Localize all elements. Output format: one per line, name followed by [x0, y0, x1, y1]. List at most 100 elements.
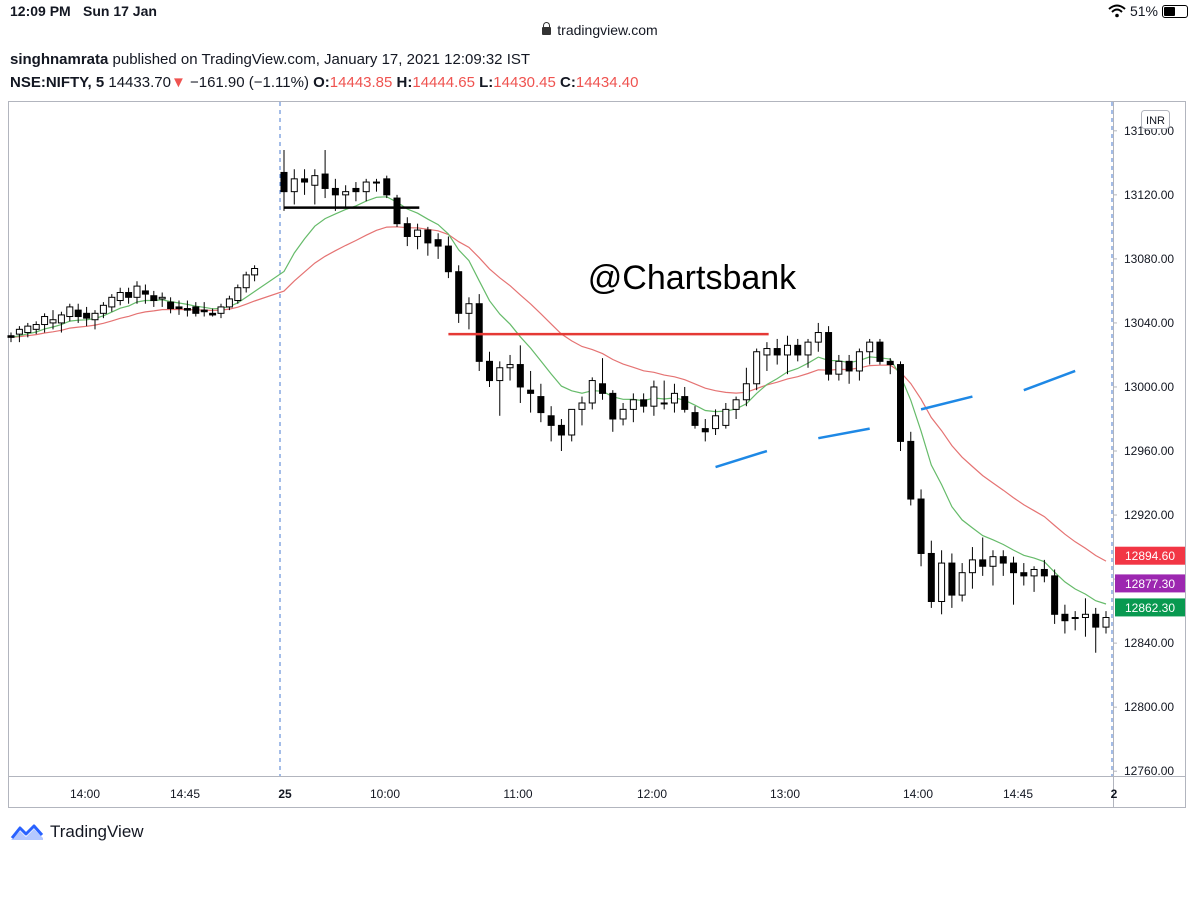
candle[interactable]	[455, 265, 463, 323]
candle[interactable]	[1071, 611, 1079, 631]
candle[interactable]	[41, 313, 49, 333]
candle[interactable]	[225, 295, 233, 311]
candles[interactable]	[7, 150, 1110, 653]
candle[interactable]	[352, 182, 360, 202]
candle[interactable]	[1020, 563, 1028, 586]
candle[interactable]	[141, 284, 149, 304]
candle[interactable]	[242, 271, 250, 293]
candle[interactable]	[547, 406, 555, 442]
trend-line[interactable]	[818, 427, 870, 440]
candle[interactable]	[321, 150, 329, 199]
tradingview-logo[interactable]: TradingView	[10, 822, 144, 842]
candle[interactable]	[886, 358, 894, 375]
candle[interactable]	[670, 383, 678, 413]
candle[interactable]	[722, 402, 730, 429]
candle[interactable]	[209, 308, 217, 317]
candle[interactable]	[968, 547, 976, 589]
candle[interactable]	[175, 300, 183, 315]
currency-badge[interactable]: INR	[1141, 110, 1170, 129]
candle[interactable]	[192, 302, 200, 317]
candle[interactable]	[91, 310, 99, 330]
candle[interactable]	[578, 396, 586, 426]
trend-line[interactable]	[920, 395, 973, 411]
candle[interactable]	[301, 169, 309, 195]
candle[interactable]	[701, 418, 709, 442]
candle[interactable]	[1051, 569, 1059, 624]
candle[interactable]	[57, 311, 65, 333]
candle[interactable]	[311, 169, 319, 205]
candle[interactable]	[660, 380, 668, 410]
candle[interactable]	[1040, 559, 1048, 583]
candle[interactable]	[280, 150, 288, 211]
candle[interactable]	[200, 302, 208, 317]
candle[interactable]	[506, 354, 514, 381]
candle[interactable]	[424, 226, 432, 256]
candle[interactable]	[444, 236, 452, 279]
candle[interactable]	[609, 390, 617, 432]
candle[interactable]	[876, 338, 884, 365]
candle[interactable]	[753, 348, 761, 391]
candle[interactable]	[588, 377, 596, 410]
candle[interactable]	[979, 537, 987, 576]
candle[interactable]	[465, 297, 473, 330]
candle[interactable]	[393, 194, 401, 227]
candle[interactable]	[917, 489, 925, 567]
candle[interactable]	[948, 553, 956, 608]
candle[interactable]	[958, 563, 966, 602]
candle[interactable]	[835, 354, 843, 381]
candle[interactable]	[732, 396, 740, 419]
candle[interactable]	[496, 361, 504, 416]
candle[interactable]	[475, 294, 483, 371]
drawn-levels[interactable]	[284, 206, 769, 336]
candle[interactable]	[1092, 607, 1100, 653]
candle[interactable]	[537, 383, 545, 423]
candle[interactable]	[1102, 611, 1110, 634]
candle[interactable]	[414, 223, 422, 250]
candle[interactable]	[66, 303, 74, 322]
candle[interactable]	[125, 287, 133, 304]
candle[interactable]	[999, 550, 1007, 576]
author-name[interactable]: singhnamrata	[10, 51, 109, 68]
candle[interactable]	[783, 335, 791, 375]
candle[interactable]	[24, 322, 32, 338]
candle[interactable]	[845, 354, 853, 384]
candle[interactable]	[1010, 556, 1018, 605]
candle[interactable]	[1081, 598, 1089, 637]
candle[interactable]	[619, 402, 627, 426]
candle[interactable]	[681, 386, 689, 413]
candle[interactable]	[712, 409, 720, 435]
candle[interactable]	[403, 217, 411, 247]
candle[interactable]	[108, 294, 116, 312]
candle[interactable]	[599, 358, 607, 400]
candle[interactable]	[74, 303, 82, 323]
address-bar[interactable]: tradingview.com	[0, 22, 1200, 42]
candle[interactable]	[794, 338, 802, 362]
candle[interactable]	[362, 178, 370, 202]
candle[interactable]	[691, 406, 699, 429]
candle[interactable]	[486, 351, 493, 387]
candle[interactable]	[650, 380, 658, 416]
candle[interactable]	[32, 321, 40, 335]
candle[interactable]	[83, 306, 91, 327]
candle[interactable]	[116, 287, 124, 306]
candle[interactable]	[7, 332, 15, 343]
time-axis[interactable]: 14:00 14:45 25 10:00 11:00 12:00 13:00 14:00 14:…	[70, 787, 1118, 801]
candle[interactable]	[234, 284, 242, 304]
candle[interactable]	[183, 300, 191, 317]
candle[interactable]	[217, 303, 225, 319]
candle[interactable]	[1030, 566, 1038, 592]
candle[interactable]	[897, 361, 904, 452]
candle[interactable]	[640, 393, 648, 413]
candle[interactable]	[989, 550, 997, 586]
candle[interactable]	[434, 233, 442, 259]
candle[interactable]	[568, 408, 576, 442]
candle[interactable]	[49, 310, 57, 330]
candle[interactable]	[167, 297, 175, 314]
candle[interactable]	[516, 345, 524, 403]
candle[interactable]	[383, 175, 391, 199]
candle[interactable]	[927, 540, 935, 608]
candle[interactable]	[866, 338, 874, 365]
candle[interactable]	[557, 418, 565, 452]
candle[interactable]	[773, 338, 781, 365]
candle[interactable]	[133, 281, 141, 304]
